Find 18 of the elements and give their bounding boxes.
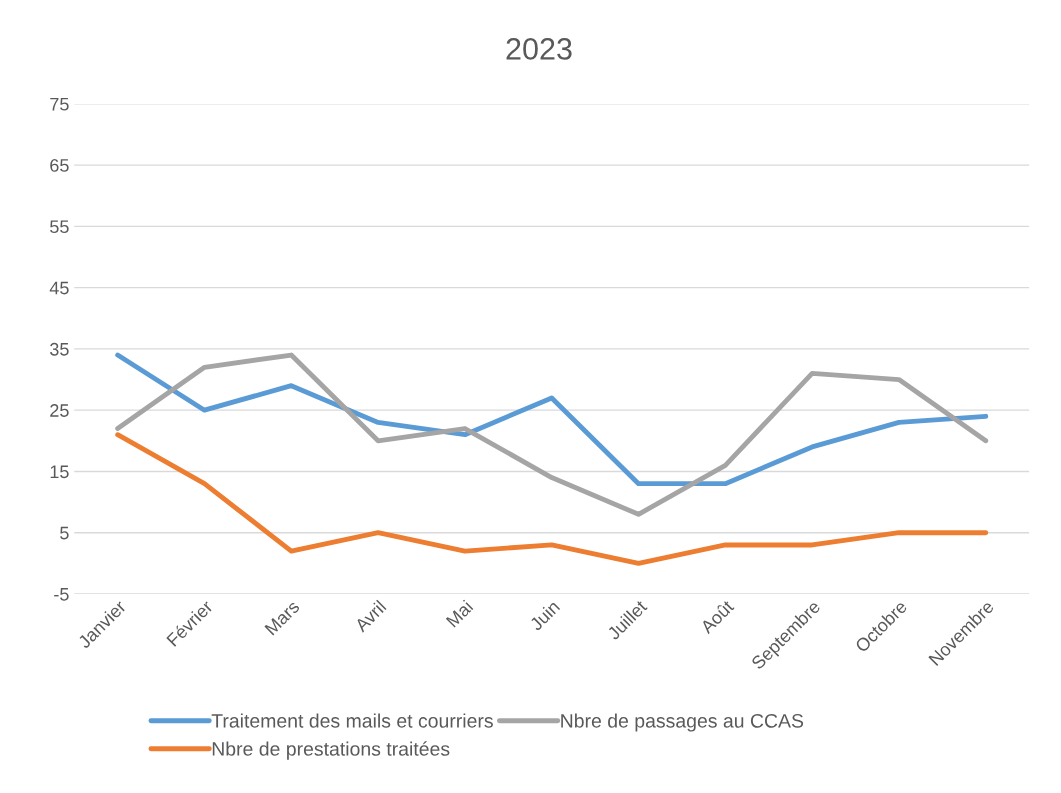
line-series: [115, 352, 989, 487]
y-tick-label: 75: [50, 98, 69, 111]
y-tick-label: 25: [50, 404, 69, 417]
y-tick-label: -5: [54, 588, 69, 601]
chart-title: 2023: [506, 38, 572, 60]
line-series: [115, 352, 989, 517]
legend-label: Nbre de passages au CCAS: [561, 713, 804, 732]
legend-label: Traitement des mails et courriers: [211, 713, 493, 728]
legend-label: Nbre de prestations traitées: [212, 741, 450, 760]
y-tick-label: 45: [49, 281, 69, 295]
y-tick-label: 65: [50, 159, 69, 172]
y-tick-label: 5: [60, 526, 69, 540]
line-series: [115, 432, 989, 566]
x-tick-label: Juin: [528, 599, 561, 632]
y-tick-label: 35: [50, 342, 69, 356]
y-tick-label: 55: [50, 220, 69, 234]
y-tick-label: 15: [50, 465, 69, 479]
x-tick-label: Mai: [445, 599, 474, 628]
